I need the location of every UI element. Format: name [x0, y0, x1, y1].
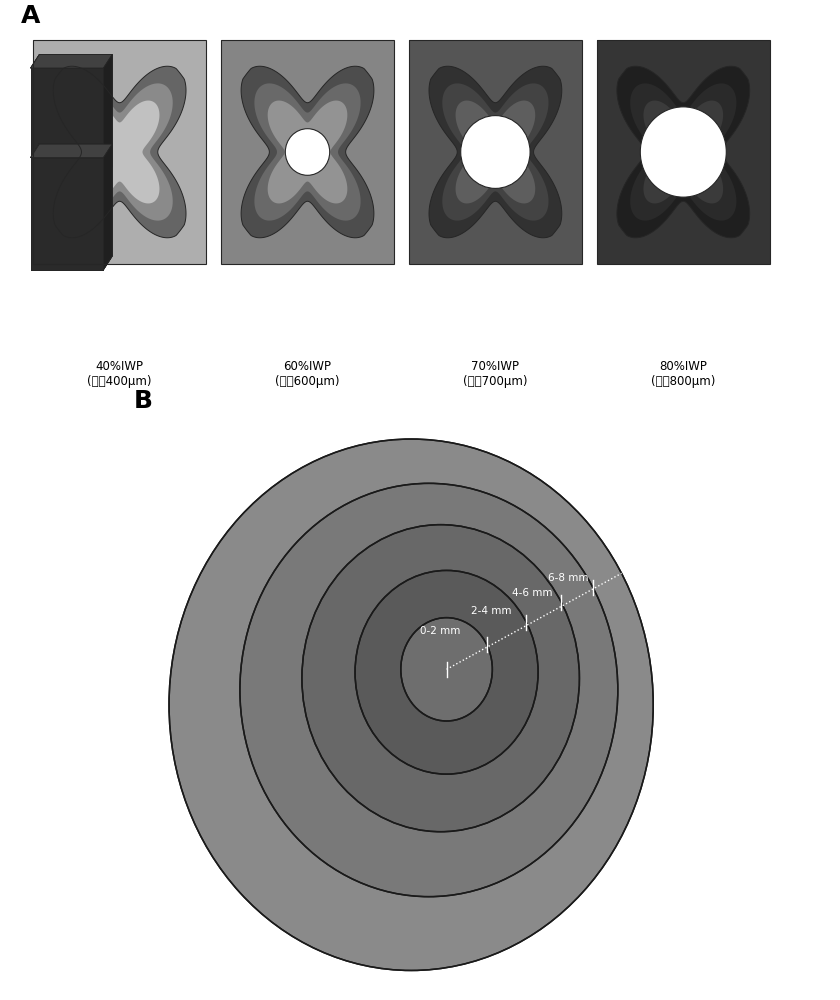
- Bar: [31, 158, 103, 270]
- Polygon shape: [31, 144, 113, 158]
- Polygon shape: [3, 144, 12, 270]
- Polygon shape: [3, 55, 12, 180]
- Polygon shape: [0, 55, 12, 68]
- Bar: [0, 68, 3, 180]
- Text: 0-2 mm: 0-2 mm: [420, 626, 460, 636]
- Ellipse shape: [286, 129, 329, 175]
- Polygon shape: [103, 55, 113, 180]
- Polygon shape: [241, 66, 374, 238]
- Bar: [0, 158, 3, 270]
- Bar: [31, 68, 103, 180]
- Bar: [31, 68, 103, 180]
- Ellipse shape: [640, 107, 727, 197]
- Polygon shape: [103, 55, 113, 180]
- Polygon shape: [0, 144, 12, 158]
- Polygon shape: [443, 83, 549, 221]
- Polygon shape: [66, 83, 173, 221]
- Polygon shape: [3, 55, 12, 180]
- Polygon shape: [0, 144, 12, 158]
- Polygon shape: [31, 144, 113, 158]
- Polygon shape: [0, 55, 12, 68]
- Bar: [31, 68, 103, 180]
- Polygon shape: [31, 55, 113, 68]
- Polygon shape: [3, 144, 12, 270]
- Polygon shape: [103, 55, 113, 180]
- Bar: [31, 68, 103, 180]
- Polygon shape: [643, 101, 723, 203]
- Bar: [596, 40, 770, 264]
- Bar: [0, 68, 3, 180]
- Polygon shape: [429, 66, 562, 238]
- Polygon shape: [455, 101, 535, 203]
- Bar: [596, 40, 770, 264]
- Text: 2-4 mm: 2-4 mm: [471, 606, 512, 616]
- Bar: [31, 158, 103, 270]
- Bar: [409, 40, 582, 264]
- Polygon shape: [3, 55, 12, 180]
- Polygon shape: [103, 144, 113, 270]
- Polygon shape: [31, 144, 113, 158]
- Ellipse shape: [169, 439, 654, 970]
- Polygon shape: [103, 55, 113, 180]
- Ellipse shape: [240, 483, 617, 897]
- Ellipse shape: [401, 618, 492, 721]
- Bar: [221, 40, 394, 264]
- Bar: [0, 68, 3, 180]
- Polygon shape: [31, 55, 113, 68]
- Ellipse shape: [302, 525, 580, 832]
- Polygon shape: [255, 83, 360, 221]
- Polygon shape: [31, 55, 113, 68]
- Polygon shape: [103, 144, 113, 270]
- Polygon shape: [103, 144, 113, 270]
- Bar: [409, 40, 582, 264]
- Bar: [31, 158, 103, 270]
- Polygon shape: [3, 55, 12, 180]
- Text: 4-6 mm: 4-6 mm: [512, 588, 553, 598]
- Polygon shape: [31, 55, 113, 68]
- Bar: [33, 40, 207, 264]
- Polygon shape: [103, 144, 113, 270]
- Text: 60%IWP
(孔径600μm): 60%IWP (孔径600μm): [276, 360, 339, 388]
- Ellipse shape: [460, 116, 530, 188]
- Bar: [0, 68, 3, 180]
- Bar: [31, 158, 103, 270]
- Polygon shape: [630, 83, 737, 221]
- Polygon shape: [0, 55, 12, 68]
- Text: 6-8 mm: 6-8 mm: [548, 573, 589, 583]
- Polygon shape: [268, 101, 347, 203]
- Polygon shape: [80, 101, 160, 203]
- Bar: [0, 158, 3, 270]
- Text: A: A: [21, 4, 40, 28]
- Text: 80%IWP
(孔径800μm): 80%IWP (孔径800μm): [651, 360, 716, 388]
- Text: B: B: [134, 389, 153, 413]
- Polygon shape: [3, 144, 12, 270]
- Bar: [33, 40, 207, 264]
- Bar: [0, 158, 3, 270]
- Polygon shape: [53, 66, 186, 238]
- Polygon shape: [0, 144, 12, 158]
- Polygon shape: [31, 144, 113, 158]
- Polygon shape: [0, 55, 12, 68]
- Text: 70%IWP
(孔径700μm): 70%IWP (孔径700μm): [463, 360, 528, 388]
- Bar: [221, 40, 394, 264]
- Polygon shape: [3, 144, 12, 270]
- Text: 40%IWP
(孔径400μm): 40%IWP (孔径400μm): [87, 360, 152, 388]
- Polygon shape: [0, 144, 12, 158]
- Ellipse shape: [355, 570, 538, 774]
- Polygon shape: [617, 66, 749, 238]
- Bar: [0, 158, 3, 270]
